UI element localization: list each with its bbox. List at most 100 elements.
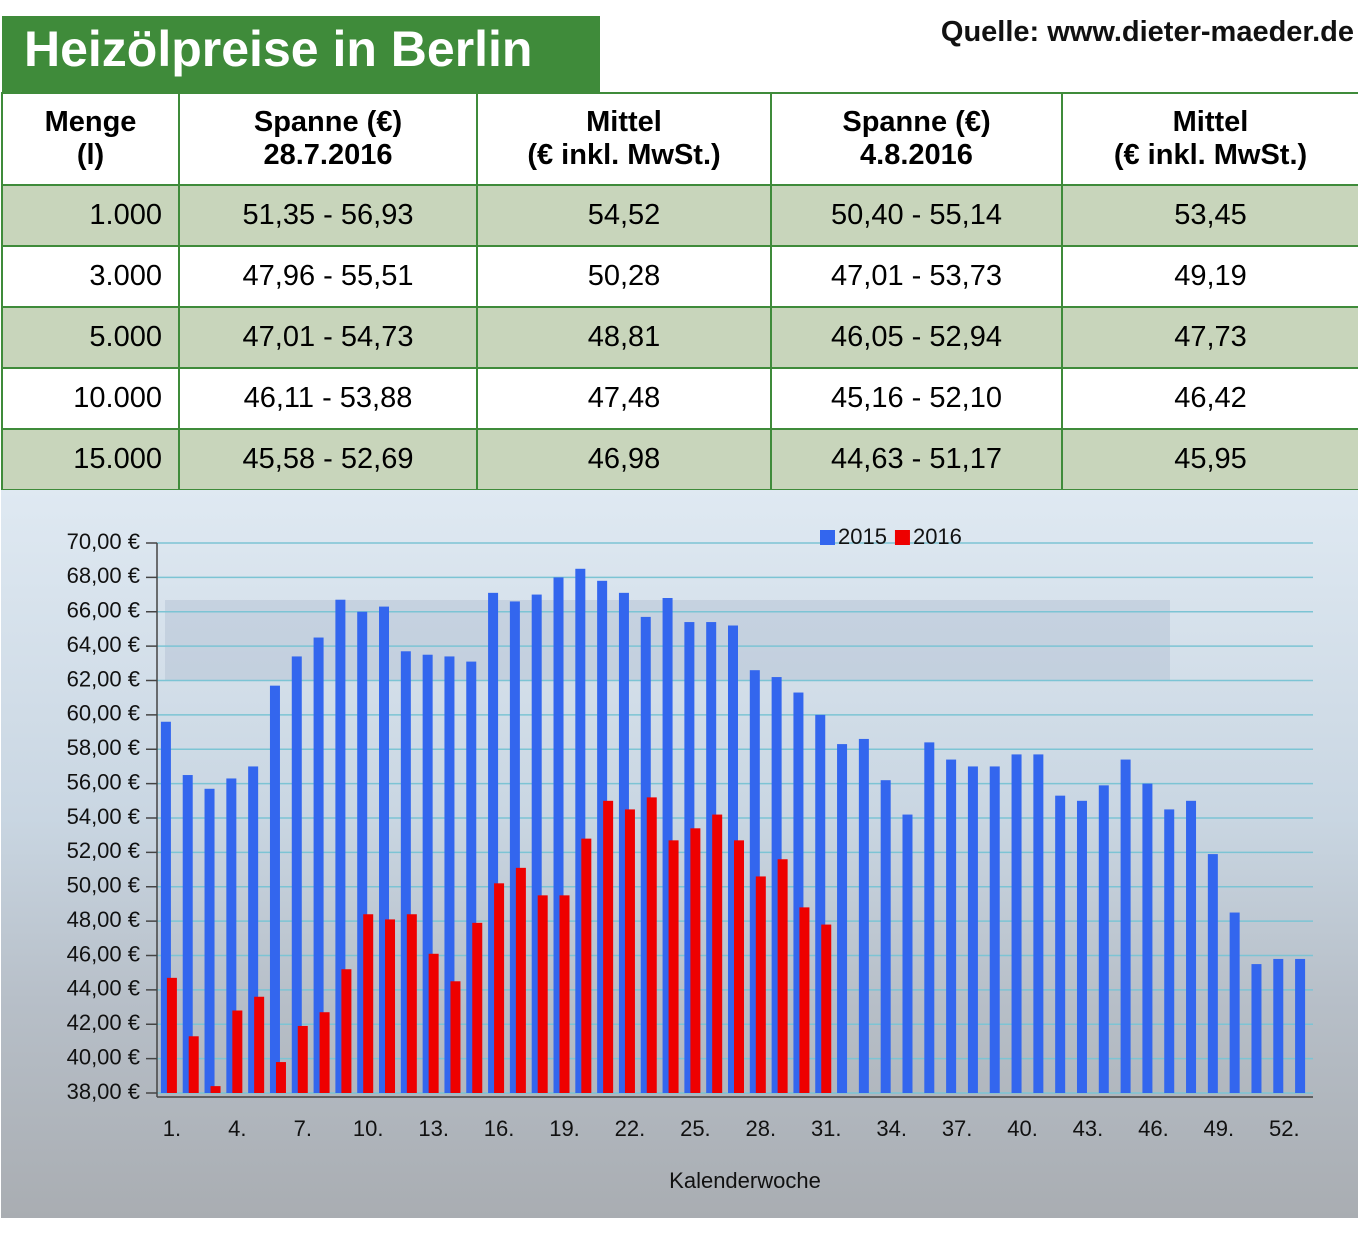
header-cell: Menge (l) xyxy=(1,92,180,186)
table-body: 1.000 51,35 - 56,93 54,52 50,40 - 55,14 53,4… xyxy=(1,184,1358,491)
table-cell: 3.000 xyxy=(1,245,180,308)
bar xyxy=(1142,783,1153,1093)
bar xyxy=(400,651,411,1093)
bar xyxy=(640,616,651,1093)
bar xyxy=(1229,912,1240,1093)
bar xyxy=(363,914,374,1093)
table-cell: 47,48 xyxy=(476,367,772,430)
x-tick-label: 37. xyxy=(942,1116,973,1141)
x-tick-label: 16. xyxy=(484,1116,515,1141)
y-tick-label: 70,00 € xyxy=(67,529,140,554)
bar xyxy=(1207,854,1218,1093)
table-cell: 46,42 xyxy=(1061,367,1358,430)
bar xyxy=(668,840,679,1093)
x-tick-label: 4. xyxy=(228,1116,246,1141)
bar xyxy=(531,594,542,1093)
table-cell: 47,01 - 53,73 xyxy=(770,245,1063,308)
table-cell: 50,40 - 55,14 xyxy=(770,184,1063,247)
bar xyxy=(553,577,564,1093)
bar xyxy=(706,622,717,1093)
y-tick-label: 58,00 € xyxy=(67,735,140,760)
table-cell: 47,01 - 54,73 xyxy=(178,306,478,369)
bar xyxy=(924,742,935,1093)
table-cell: 5.000 xyxy=(1,306,180,369)
title-box xyxy=(2,16,600,92)
header-cell: Mittel (€ inkl. MwSt.) xyxy=(1061,92,1358,186)
y-tick-label: 60,00 € xyxy=(67,701,140,726)
header-text: Spanne (€) xyxy=(253,106,403,138)
y-tick-label: 66,00 € xyxy=(67,598,140,623)
bar xyxy=(341,969,352,1093)
chart: Kalenderwoche 38,00 € 40,00 € 42,00 € 44,00… xyxy=(1,490,1358,1218)
bar xyxy=(1011,754,1022,1093)
table-cell: 46,11 - 53,88 xyxy=(178,367,478,430)
bar xyxy=(313,637,324,1093)
y-tick-label: 52,00 € xyxy=(67,838,140,863)
bar xyxy=(646,797,657,1093)
bar xyxy=(880,780,891,1093)
table-cell: 45,16 - 52,10 xyxy=(770,367,1063,430)
header-cell: Spanne (€) 28.7.2016 xyxy=(178,92,478,186)
x-tick-label: 40. xyxy=(1007,1116,1038,1141)
bar xyxy=(1098,785,1109,1093)
table-cell: 1.000 xyxy=(1,184,180,247)
bar xyxy=(428,953,439,1093)
bar xyxy=(815,714,826,1093)
price-table: Menge (l) Spanne (€) 28.7.2016 Mittel (€ inkl… xyxy=(1,92,1358,491)
bar xyxy=(734,840,744,1093)
bar xyxy=(597,580,608,1093)
bar xyxy=(385,919,396,1093)
bar xyxy=(559,895,570,1093)
bar xyxy=(946,759,957,1093)
table-row: 3.000 47,96 - 55,51 50,28 47,01 - 53,73 49,1… xyxy=(1,245,1358,308)
header-text: 28.7.2016 xyxy=(263,139,393,171)
bar xyxy=(603,800,614,1093)
legend-swatch xyxy=(820,530,835,545)
title: Heizölpreise in Berlin xyxy=(24,21,533,77)
bar xyxy=(1076,800,1087,1093)
bar xyxy=(858,738,869,1093)
bar xyxy=(226,778,237,1093)
y-tick-label: 48,00 € xyxy=(67,907,140,932)
bar xyxy=(777,859,788,1093)
bar xyxy=(182,775,193,1093)
header-text: Spanne (€) xyxy=(842,106,991,138)
bar xyxy=(575,568,586,1093)
header-text: Menge xyxy=(44,106,137,138)
bar xyxy=(799,907,810,1093)
y-tick-label: 62,00 € xyxy=(67,666,140,691)
bar xyxy=(902,814,913,1093)
bar xyxy=(618,592,629,1093)
bar xyxy=(1273,958,1284,1093)
table-row: 1.000 51,35 - 56,93 54,52 50,40 - 55,14 53,4… xyxy=(1,184,1358,247)
table-row: 5.000 47,01 - 54,73 48,81 46,05 - 52,94 47,7… xyxy=(1,306,1358,369)
bar xyxy=(755,876,766,1093)
legend-label: 2015 xyxy=(838,524,887,549)
bar xyxy=(821,924,832,1093)
table-cell: 48,81 xyxy=(476,306,772,369)
bar xyxy=(749,670,760,1093)
y-tick-label: 64,00 € xyxy=(67,632,140,657)
bar xyxy=(684,622,695,1093)
y-tick-label: 38,00 € xyxy=(67,1079,140,1104)
bar xyxy=(537,895,548,1093)
table-cell: 46,05 - 52,94 xyxy=(770,306,1063,369)
y-tick-label: 46,00 € xyxy=(67,941,140,966)
table-cell: 47,96 - 55,51 xyxy=(178,245,478,308)
table-cell: 47,73 xyxy=(1061,306,1358,369)
bar xyxy=(275,1062,286,1093)
table-cell: 49,19 xyxy=(1061,245,1358,308)
y-tick-label: 40,00 € xyxy=(67,1044,140,1069)
x-tick-label: 28. xyxy=(746,1116,777,1141)
x-tick-label: 19. xyxy=(549,1116,580,1141)
bar xyxy=(472,922,483,1093)
bar xyxy=(204,788,215,1093)
header-row: Menge (l) Spanne (€) 28.7.2016 Mittel (€ inkl… xyxy=(1,92,1358,186)
header-text: 4.8.2016 xyxy=(860,139,973,171)
x-tick-label: 31. xyxy=(811,1116,842,1141)
bar xyxy=(379,606,390,1093)
x-tick-label: 34. xyxy=(876,1116,907,1141)
bar xyxy=(254,996,265,1093)
table-cell: 45,58 - 52,69 xyxy=(178,428,478,491)
